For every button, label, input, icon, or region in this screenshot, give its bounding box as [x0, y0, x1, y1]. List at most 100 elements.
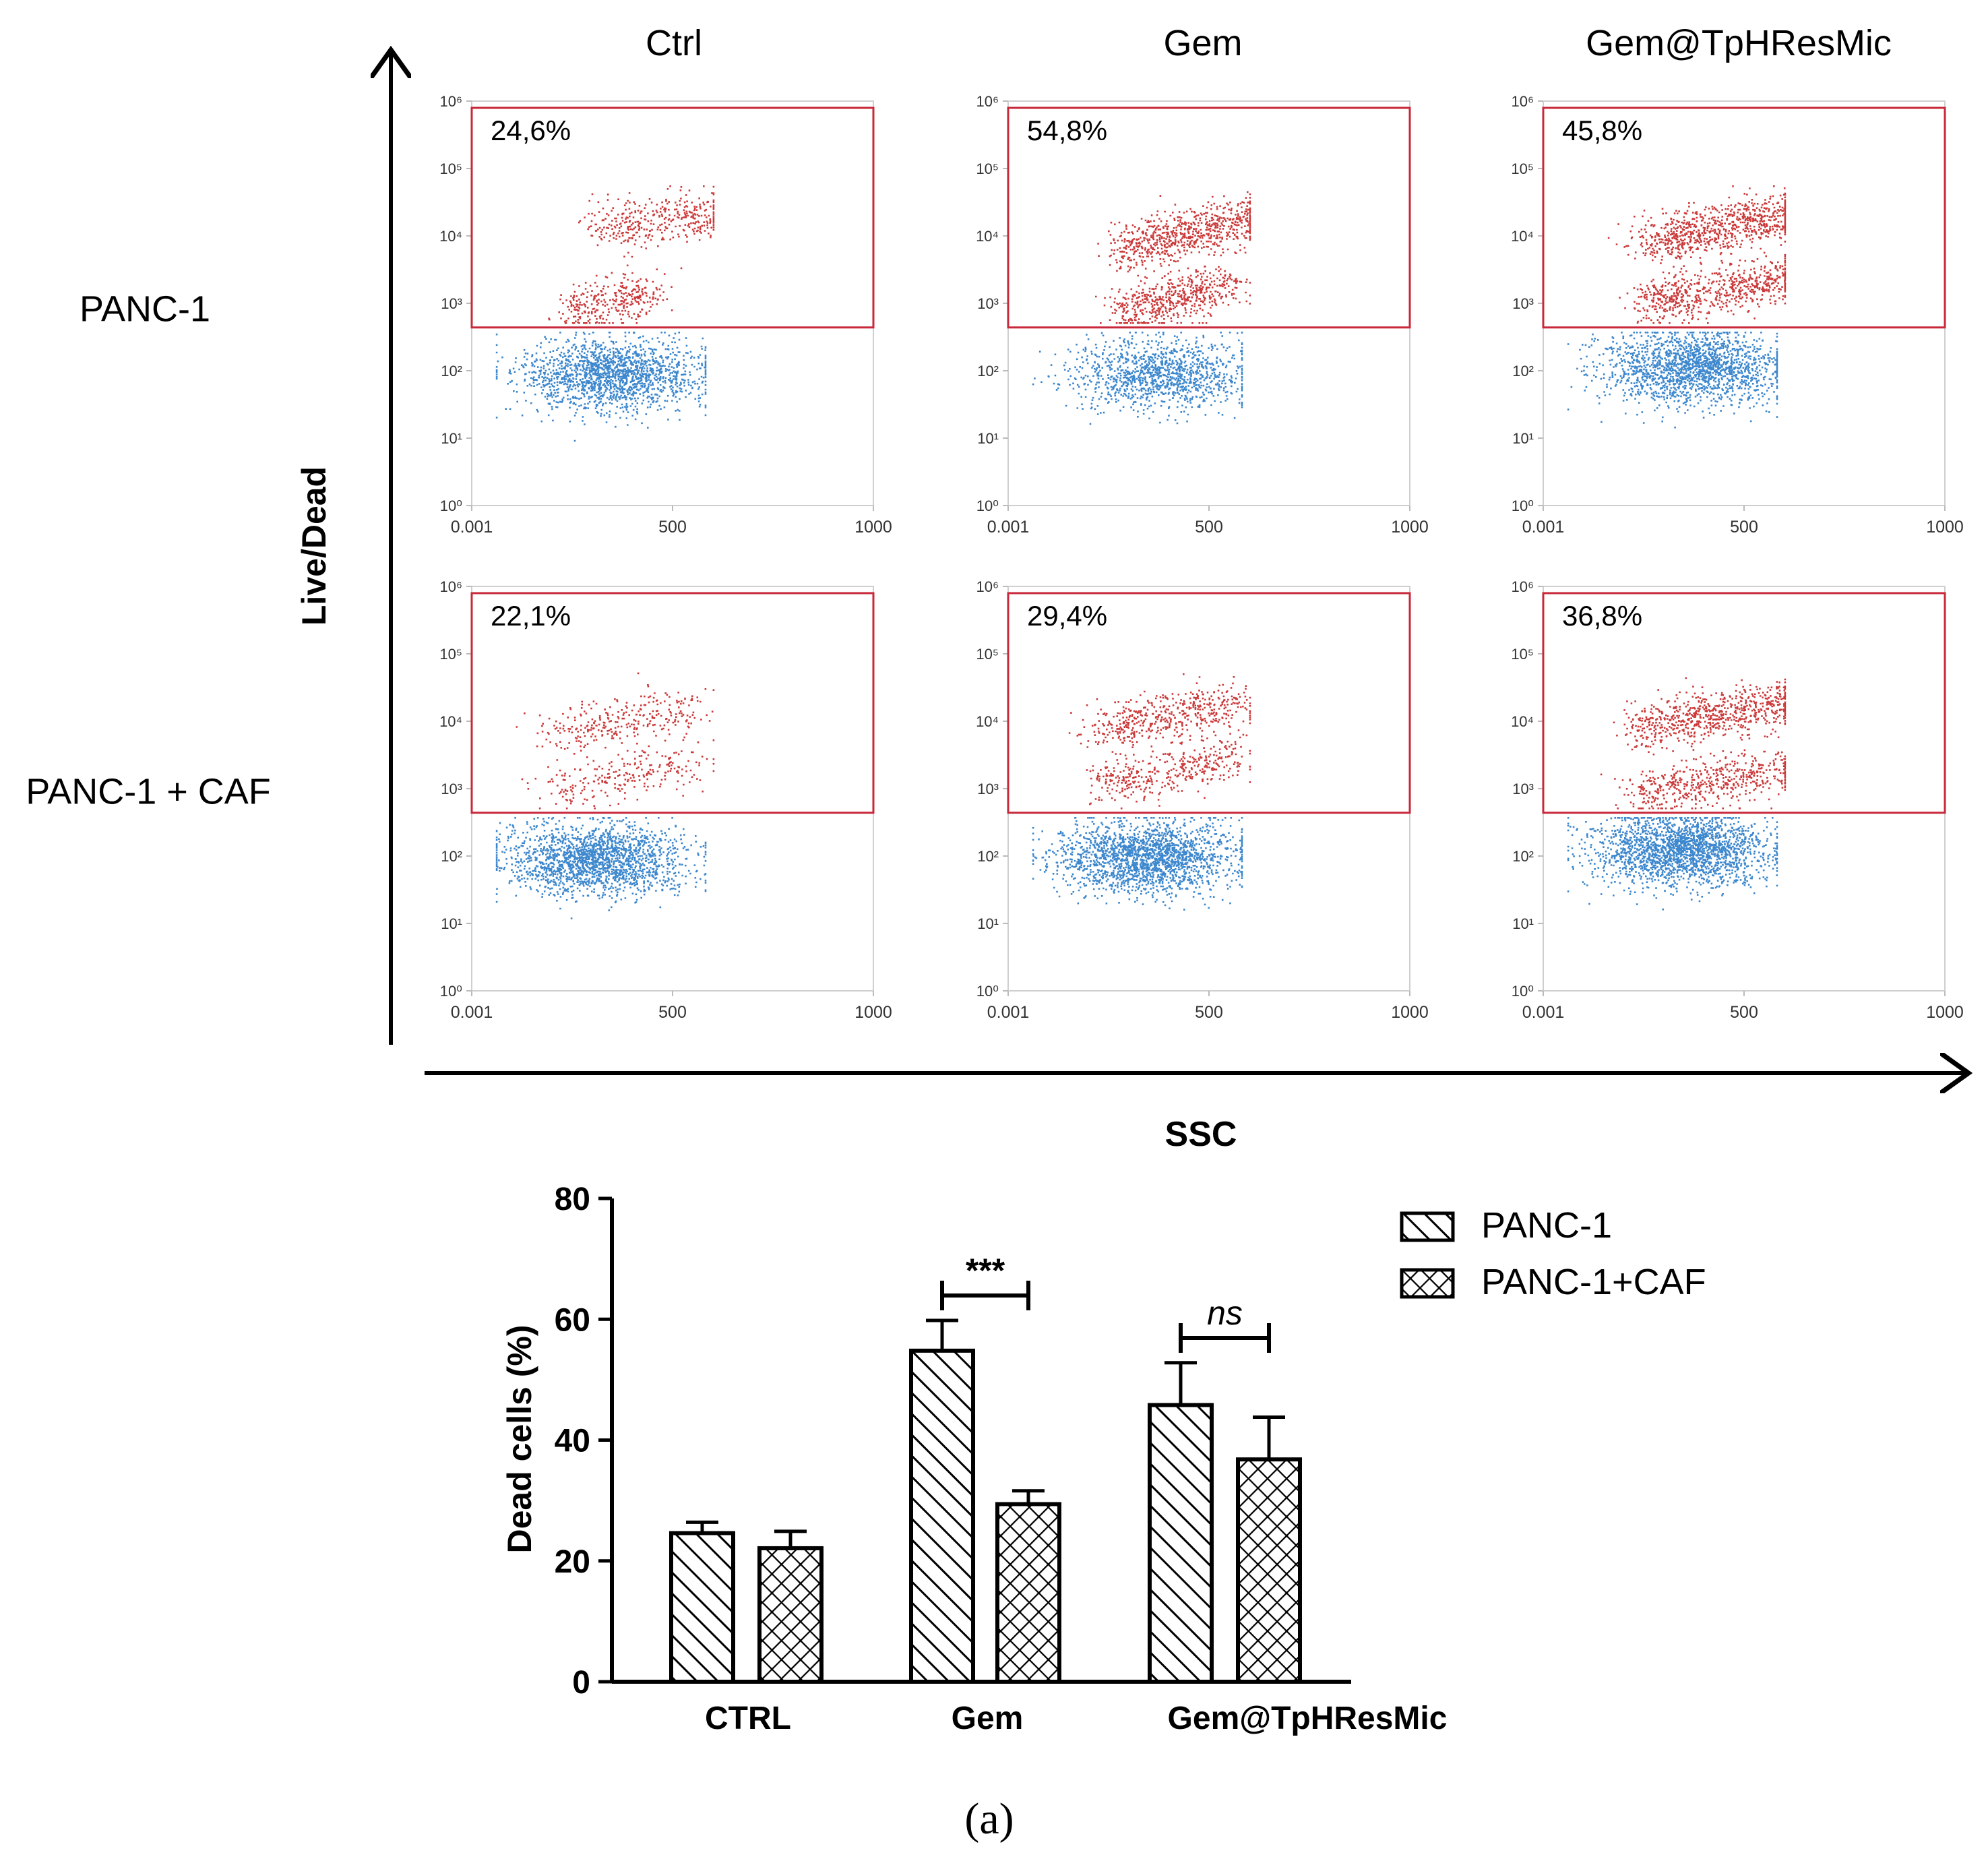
y-tick-label: 10⁵ — [439, 160, 462, 177]
x-tick-label: 500 — [1195, 518, 1223, 537]
legend-swatch-pattern — [1400, 1211, 1455, 1242]
bar-gem@tphresmic-panc-1 — [1148, 1361, 1214, 1684]
bar-category-label: Gem@TpHResMic — [1168, 1701, 1448, 1736]
bar-gem-panc-1-caf — [995, 1489, 1061, 1684]
scatter-points — [495, 185, 715, 442]
dead-gate — [1542, 592, 1946, 814]
x-tick-label: 1000 — [1926, 518, 1964, 537]
y-tick-label: 10¹ — [441, 430, 462, 447]
legend: PANC-1 PANC-1+CAF — [1400, 1205, 1706, 1302]
gate-percentage: 22,1% — [491, 600, 571, 632]
dead-gate — [470, 592, 875, 814]
y-tick-label: 10¹ — [1512, 915, 1534, 932]
gate-percentage: 24,6% — [491, 115, 571, 146]
y-tick-label: 10³ — [1512, 781, 1534, 797]
dead-gate — [1007, 106, 1411, 329]
legend-item-1: PANC-1+CAF — [1400, 1262, 1706, 1302]
x-tick-label: 1000 — [855, 1003, 892, 1022]
x-tick-label: 1000 — [1391, 1003, 1429, 1022]
bar-y-tick-label: 20 — [555, 1544, 590, 1580]
y-tick-label: 10⁶ — [976, 93, 999, 110]
bar-hatch — [1148, 1403, 1214, 1684]
row-label-1: PANC-1 + CAF — [26, 771, 271, 812]
y-tick-label: 10² — [977, 363, 999, 379]
dead-cells-bar-chart: Dead cells (%) 0 20 40 60 80 CTRL Gem Gem@TpHR… — [501, 1182, 1706, 1736]
x-tick-label: 0.001 — [1522, 1003, 1565, 1022]
dead-cells — [1600, 677, 1787, 810]
y-tick-label: 10³ — [977, 781, 999, 797]
y-tick-label: 10³ — [977, 295, 999, 312]
y-tick-label: 10⁵ — [976, 646, 999, 663]
y-tick-label: 10³ — [441, 295, 462, 312]
x-tick-label: 0.001 — [987, 1003, 1030, 1022]
bar-y-tick-label: 60 — [555, 1302, 590, 1338]
y-tick-label: 10⁴ — [1511, 713, 1534, 730]
y-tick-label: 10² — [441, 848, 462, 865]
x-tick-label: 1000 — [855, 518, 892, 537]
y-tick-label: 10⁵ — [439, 646, 462, 663]
y-tick-label: 10⁶ — [1511, 578, 1534, 595]
y-tick-label: 10² — [1512, 363, 1534, 379]
gate-percentage: 29,4% — [1027, 600, 1107, 632]
y-tick-label: 10² — [977, 848, 999, 865]
y-tick-label: 10³ — [441, 781, 462, 797]
x-tick-label: 1000 — [1926, 1003, 1964, 1022]
gate-percentage: 45,8% — [1562, 115, 1642, 146]
bar-y-tick-label: 40 — [555, 1424, 590, 1459]
bar-gem-panc-1 — [909, 1318, 975, 1684]
x-tick-label: 0.001 — [987, 518, 1030, 537]
x-tick-label: 1000 — [1391, 518, 1429, 537]
y-tick-label: 10⁶ — [1511, 93, 1534, 110]
bar-hatch — [995, 1502, 1061, 1684]
y-tick-label: 10⁰ — [440, 497, 462, 514]
figure-caption: (a) — [964, 1794, 1014, 1843]
live-cells — [495, 817, 707, 919]
y-tick-label: 10⁰ — [976, 497, 999, 514]
flow-panel-0-0: 10⁰ 10¹ 10² 10³ 10⁴ 10⁵ 10⁶ 0.001 500 1000 24,6% — [439, 93, 892, 537]
y-tick-label: 10⁴ — [976, 228, 999, 245]
panel-frame — [471, 100, 874, 506]
y-tick-label: 10⁴ — [1511, 228, 1534, 245]
y-tick-label: 10⁶ — [439, 578, 462, 595]
y-tick-label: 10⁰ — [1512, 983, 1534, 1000]
scatter-points — [495, 672, 715, 919]
bar-category-label: CTRL — [705, 1701, 791, 1736]
bar-gem@tphresmic-panc-1-caf — [1236, 1415, 1302, 1684]
live-cells — [1032, 332, 1243, 425]
panel-frame — [1007, 100, 1410, 506]
scatter-points — [1032, 191, 1251, 425]
significance-bracket-0: *** — [940, 1252, 1030, 1310]
dead-cells — [1068, 673, 1251, 810]
flow-panel-1-2: 10⁰ 10¹ 10² 10³ 10⁴ 10⁵ 10⁶ 0.001 500 1000 36,8% — [1511, 578, 1964, 1022]
y-tick-label: 10⁰ — [1512, 497, 1534, 514]
significance-bracket-1: ns — [1179, 1294, 1271, 1353]
bar-category-label: Gem — [952, 1701, 1024, 1736]
panel-frame — [471, 586, 874, 992]
y-tick-label: 10⁵ — [1511, 160, 1534, 177]
x-tick-label: 500 — [658, 1003, 687, 1022]
y-tick-label: 10³ — [1512, 295, 1534, 312]
scatter-points — [1567, 185, 1787, 429]
bar-ctrl-panc-1-caf — [757, 1529, 824, 1684]
y-tick-label: 10¹ — [441, 915, 462, 932]
column-title-2: Gem@TpHResMic — [1586, 23, 1892, 63]
bar-hatch — [757, 1546, 824, 1684]
y-tick-label: 10¹ — [977, 915, 999, 932]
x-tick-label: 0.001 — [451, 1003, 493, 1022]
flow-panel-1-0: 10⁰ 10¹ 10² 10³ 10⁴ 10⁵ 10⁶ 0.001 500 1000 22,1% — [439, 578, 892, 1022]
legend-label: PANC-1 — [1481, 1205, 1612, 1246]
live-dead-axis-label: Live/Dead — [295, 466, 333, 626]
panel-frame — [1007, 586, 1410, 992]
y-tick-label: 10⁵ — [976, 160, 999, 177]
column-title-0: Ctrl — [646, 23, 702, 63]
y-tick-label: 10² — [441, 363, 462, 379]
live-cells — [1567, 332, 1778, 429]
x-tick-label: 500 — [1730, 1003, 1758, 1022]
y-tick-label: 10⁰ — [976, 983, 999, 1000]
y-tick-label: 10⁶ — [976, 578, 999, 595]
dead-cells — [1607, 185, 1787, 324]
y-tick-label: 10⁴ — [439, 228, 462, 245]
ssc-axis-label: SSC — [1165, 1115, 1237, 1154]
y-tick-label: 10¹ — [1512, 430, 1534, 447]
